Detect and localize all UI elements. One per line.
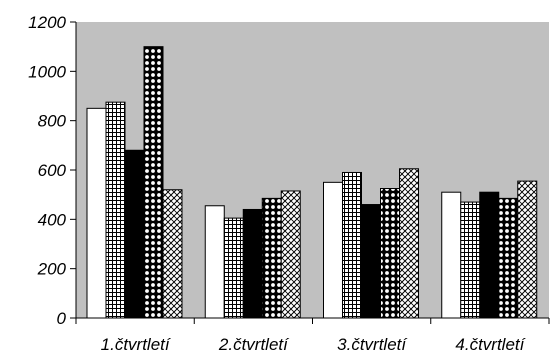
y-tick-label: 800	[38, 112, 67, 131]
y-tick-label: 200	[37, 260, 67, 279]
category-label: 2.čtvrtletí	[218, 335, 290, 354]
bar-white-4	[441, 191, 462, 319]
bar-dots-4	[498, 197, 519, 319]
bar-white-2	[204, 205, 225, 319]
y-tick-label: 0	[57, 309, 67, 328]
category-label: 1.čtvrtletí	[101, 335, 172, 354]
bar-diagonal-4	[517, 180, 538, 319]
y-tick-label: 400	[38, 210, 67, 229]
bar-dots-2	[261, 197, 282, 319]
bar-diagonal-2	[280, 190, 301, 319]
bar-black-4	[479, 191, 500, 319]
bar-black-1	[124, 149, 145, 319]
bar-black-2	[242, 208, 263, 319]
bar-white-3	[323, 181, 343, 319]
bar-grid-2	[223, 217, 244, 319]
y-tick-label: 1200	[28, 13, 66, 32]
bar-grid-3	[342, 171, 362, 319]
bar-dots-3	[380, 188, 400, 319]
bar-grid-1	[105, 101, 126, 319]
category-label: 3.čtvrtletí	[337, 335, 408, 354]
y-tick-label: 1000	[28, 62, 66, 81]
bar-dots-1	[143, 46, 164, 319]
x-axis: 1.čtvrtletí 2.čtvrtletí 3.čtvrtletí 4.čtvrt…	[75, 317, 550, 354]
bar-diagonal-1	[162, 189, 183, 319]
y-axis: 0 200 400 600 800 1000 1200	[28, 13, 77, 328]
bar-white-1	[86, 107, 107, 319]
bar-diagonal-3	[399, 168, 419, 319]
bar-black-3	[361, 204, 381, 319]
bar-grid-4	[460, 201, 481, 319]
category-label: 4.čtvrtletí	[455, 335, 526, 354]
y-tick-label: 600	[38, 161, 67, 180]
